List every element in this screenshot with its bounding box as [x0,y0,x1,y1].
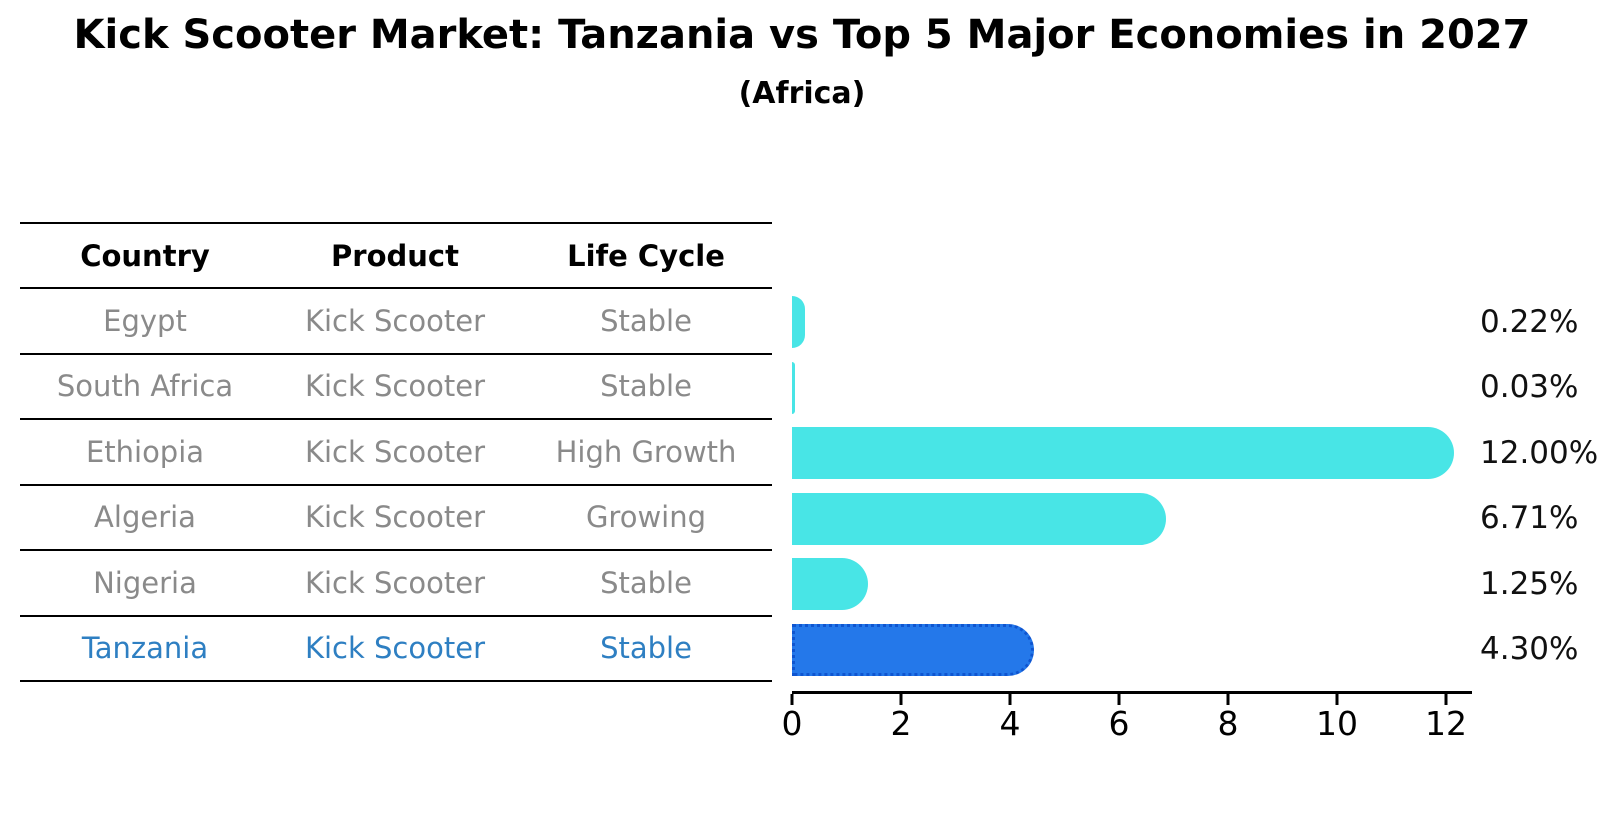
bar-row-ethiopia: 12.00% [792,420,1598,486]
bar-south-africa [792,361,795,414]
x-axis-tick-label: 8 [1217,704,1239,743]
bar-row-nigeria: 1.25% [792,551,1578,617]
bar-ethiopia [792,427,1454,479]
x-axis-tick [790,694,794,705]
table-row-algeria: Algeria Kick Scooter Growing [20,486,772,551]
life-cycle-cell: Stable [600,565,692,600]
x-axis-tick-label: 10 [1316,704,1358,743]
value-label-south-africa: 0.03% [1480,369,1579,406]
bar-nigeria [792,558,869,610]
x-axis-tick-label: 6 [1108,704,1130,743]
table-row-ethiopia: Ethiopia Kick Scooter High Growth [20,420,772,486]
life-cycle-cell: Stable [600,631,692,666]
chart-subtitle: (Africa) [738,76,866,111]
country-cell: Tanzania [81,631,209,666]
product-cell: Kick Scooter [304,631,485,666]
x-axis-tick [1008,694,1012,705]
country-cell: Nigeria [93,565,197,600]
bar-chart: 0.22% 0.03% 12.00% 6.71% 1.25% 4.30% [792,289,1598,683]
x-axis-tick-label: 0 [781,704,803,743]
value-label-egypt: 0.22% [1480,303,1579,340]
table-row-tanzania-highlighted: Tanzania Kick Scooter Stable [20,617,772,682]
table-row-egypt: Egypt Kick Scooter Stable [20,289,772,355]
x-axis-tick [1444,694,1448,705]
bar-algeria [792,492,1166,545]
product-cell: Kick Scooter [304,565,485,600]
chart-title: Kick Scooter Market: Tanzania vs Top 5 M… [73,12,1531,58]
value-label-nigeria: 1.25% [1480,565,1579,602]
product-cell: Kick Scooter [304,500,485,535]
life-cycle-cell: High Growth [555,434,737,469]
x-axis-tick-label: 2 [890,704,912,743]
table-header-row: Country Product Life Cycle [20,222,772,289]
country-cell: Algeria [94,500,196,535]
table-header-product: Product [331,238,459,273]
value-label-ethiopia: 12.00% [1480,434,1599,471]
table-row-nigeria: Nigeria Kick Scooter Stable [20,551,772,617]
product-cell: Kick Scooter [304,303,485,338]
x-axis-tick [1335,694,1339,705]
country-cell: South Africa [56,369,234,404]
bar-egypt [792,296,805,348]
table-header-country: Country [80,238,210,273]
x-axis-tick [1117,694,1121,705]
product-cell: Kick Scooter [304,434,485,469]
life-cycle-cell: Growing [585,500,707,535]
x-axis-tick-label: 4 [999,704,1021,743]
value-label-algeria: 6.71% [1480,500,1579,537]
x-axis: 0 2 4 6 8 10 12 [782,691,1472,761]
x-axis-tick-label: 12 [1425,704,1467,743]
bar-row-egypt: 0.22% [792,289,1578,355]
table-row-south-africa: South Africa Kick Scooter Stable [20,355,772,420]
bar-row-algeria: 6.71% [792,486,1578,552]
x-axis-tick [899,694,903,705]
bar-row-tanzania: 4.30% [792,617,1578,683]
life-cycle-cell: Stable [600,369,692,404]
value-label-tanzania: 4.30% [1480,631,1579,668]
x-axis-tick [1226,694,1230,705]
x-axis-line [792,691,1472,694]
country-cell: Ethiopia [85,434,205,469]
product-cell: Kick Scooter [304,369,485,404]
table-header-life-cycle: Life Cycle [567,238,725,273]
bar-row-south-africa: 0.03% [792,355,1578,421]
life-cycle-cell: Stable [600,303,692,338]
bar-tanzania-highlighted [792,623,1035,676]
country-table: Country Product Life Cycle Egypt Kick Sc… [20,222,772,682]
country-cell: Egypt [103,303,187,338]
